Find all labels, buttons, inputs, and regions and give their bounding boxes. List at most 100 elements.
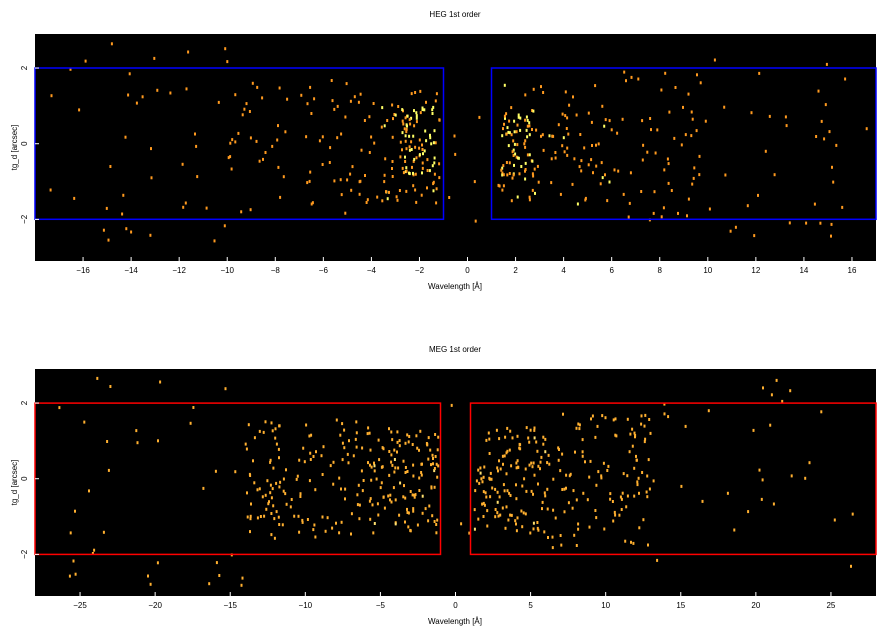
meg-event-219 xyxy=(377,438,380,442)
meg-event-276 xyxy=(379,486,382,490)
meg-event-538 xyxy=(572,489,575,493)
meg-event-460 xyxy=(614,513,617,517)
meg-event-214 xyxy=(399,481,402,485)
heg-region-plus-order xyxy=(490,67,877,221)
heg-event-169 xyxy=(395,195,398,199)
heg-event-268 xyxy=(528,121,531,125)
heg-event-39 xyxy=(226,60,229,64)
meg-event-282 xyxy=(437,464,440,468)
meg-event-413 xyxy=(499,513,502,517)
meg-event-261 xyxy=(368,499,371,503)
meg-event-134 xyxy=(356,503,359,507)
heg-event-184 xyxy=(380,125,383,129)
heg-event-62 xyxy=(278,86,281,90)
meg-event-367 xyxy=(495,428,498,432)
meg-event-22 xyxy=(189,421,192,425)
meg-x-tick-label: −5 xyxy=(376,601,386,610)
heg-event-16 xyxy=(110,42,113,46)
heg-event-90 xyxy=(264,151,267,154)
heg-event-105 xyxy=(412,159,415,163)
meg-event-20 xyxy=(156,561,159,565)
heg-event-168 xyxy=(383,124,386,128)
heg-x-tick-label: −6 xyxy=(319,266,329,275)
meg-event-516 xyxy=(596,424,599,428)
heg-event-334 xyxy=(537,180,540,184)
heg-event-479 xyxy=(746,204,749,208)
heg-event-329 xyxy=(594,84,597,88)
meg-event-188 xyxy=(411,443,414,446)
heg-event-122 xyxy=(391,167,393,170)
meg-y-axis-label: tg_d [arcsec] xyxy=(10,460,19,506)
meg-event-122 xyxy=(352,454,355,458)
meg-event-381 xyxy=(485,438,488,442)
meg-event-395 xyxy=(501,506,504,510)
meg-event-130 xyxy=(249,474,252,477)
meg-y-tick-label: 0 xyxy=(20,476,29,481)
heg-event-355 xyxy=(528,198,531,202)
meg-event-508 xyxy=(591,414,594,418)
heg-event-407 xyxy=(646,150,649,154)
meg-event-138 xyxy=(340,487,342,491)
meg-event-206 xyxy=(382,495,385,499)
meg-event-532 xyxy=(561,452,564,456)
meg-event-426 xyxy=(584,460,586,464)
meg-event-163 xyxy=(250,502,252,506)
meg-event-470 xyxy=(638,491,640,495)
meg-event-451 xyxy=(641,471,644,474)
meg-event-217 xyxy=(434,455,437,458)
heg-event-101 xyxy=(426,169,429,172)
heg-event-36 xyxy=(149,233,152,237)
meg-event-384 xyxy=(528,440,531,444)
meg-event-56 xyxy=(305,423,308,427)
meg-event-266 xyxy=(437,435,440,439)
meg-event-449 xyxy=(590,417,592,421)
meg-x-tick-label: −25 xyxy=(73,601,87,610)
meg-event-235 xyxy=(415,434,418,438)
heg-event-51 xyxy=(248,110,251,113)
heg-event-207 xyxy=(431,108,434,112)
heg-event-42 xyxy=(333,179,336,183)
meg-event-519 xyxy=(565,473,568,477)
meg-event-548 xyxy=(850,564,852,568)
heg-event-157 xyxy=(419,89,422,93)
meg-event-187 xyxy=(398,513,401,517)
meg-event-119 xyxy=(278,424,281,428)
meg-event-515 xyxy=(629,432,632,436)
heg-event-373 xyxy=(552,134,555,138)
meg-event-334 xyxy=(482,515,485,518)
meg-event-379 xyxy=(508,491,511,495)
heg-event-478 xyxy=(841,205,844,209)
meg-x-tick-label: 20 xyxy=(751,601,760,610)
heg-event-285 xyxy=(525,115,528,119)
meg-event-362 xyxy=(531,465,534,469)
meg-event-383 xyxy=(504,435,507,439)
heg-event-367 xyxy=(578,165,581,169)
heg-event-442 xyxy=(699,81,702,85)
meg-event-91 xyxy=(245,447,248,451)
meg-event-129 xyxy=(247,423,250,427)
meg-event-458 xyxy=(582,491,585,495)
meg-event-112 xyxy=(298,458,301,462)
meg-event-526 xyxy=(626,417,629,421)
heg-event-342 xyxy=(501,188,504,192)
meg-event-247 xyxy=(402,459,405,463)
heg-event-424 xyxy=(704,119,707,123)
meg-event-200 xyxy=(404,466,407,469)
meg-event-212 xyxy=(393,458,396,461)
heg-event-456 xyxy=(758,71,761,75)
meg-event-94 xyxy=(273,536,276,540)
meg-event-318 xyxy=(530,461,533,465)
meg-event-145 xyxy=(259,515,262,518)
heg-event-321 xyxy=(550,157,553,161)
meg-event-196 xyxy=(407,525,410,529)
meg-event-1 xyxy=(68,574,71,578)
meg-event-547 xyxy=(833,518,836,522)
heg-event-240 xyxy=(411,165,413,169)
heg-event-204 xyxy=(422,152,424,156)
heg-event-377 xyxy=(608,180,611,184)
heg-event-225 xyxy=(421,161,424,165)
heg-event-320 xyxy=(592,171,594,175)
heg-event-494 xyxy=(478,115,481,119)
meg-event-433 xyxy=(562,412,564,416)
meg-event-294 xyxy=(389,493,392,497)
